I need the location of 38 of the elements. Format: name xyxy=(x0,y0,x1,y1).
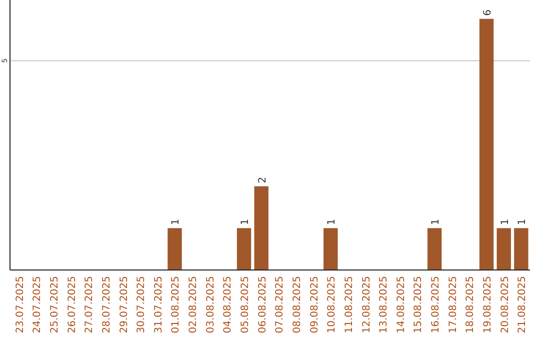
x-tick-label: 19.08.2025 xyxy=(482,276,494,334)
x-tick-label: 04.08.2025 xyxy=(222,276,234,334)
x-tick-label: 13.08.2025 xyxy=(378,276,390,334)
x-tick-label: 02.08.2025 xyxy=(188,276,200,334)
x-tick-label: 29.07.2025 xyxy=(118,276,130,334)
x-tick-label: 05.08.2025 xyxy=(240,276,252,334)
data-label: 1 xyxy=(326,218,338,226)
x-tick-label: 12.08.2025 xyxy=(361,276,372,334)
x-tick-label: 23.07.2025 xyxy=(14,276,26,334)
x-tick-label: 14.08.2025 xyxy=(396,276,407,334)
x-tick-label: 28.07.2025 xyxy=(101,276,112,334)
x-tick-label: 21.08.2025 xyxy=(517,276,528,334)
x-tick-label: 07.08.2025 xyxy=(274,276,286,334)
data-label: 1 xyxy=(430,218,442,226)
x-tick-label: 06.08.2025 xyxy=(257,276,268,334)
data-label: 1 xyxy=(517,218,528,226)
x-tick-label: 15.08.2025 xyxy=(413,276,424,334)
x-tick-label: 27.07.2025 xyxy=(84,276,96,334)
x-tick-label: 11.08.2025 xyxy=(344,276,355,334)
x-tick-label: 08.08.2025 xyxy=(292,276,303,334)
data-label: 2 xyxy=(257,176,268,184)
x-tick-label: 25.07.2025 xyxy=(49,276,60,334)
x-tick-label: 18.08.2025 xyxy=(465,276,476,334)
x-tick-label: 01.08.2025 xyxy=(170,276,182,334)
x-tick-label: 03.08.2025 xyxy=(205,276,216,334)
x-tick-label: 09.08.2025 xyxy=(309,276,320,334)
x-tick-label: 17.08.2025 xyxy=(448,276,459,334)
x-tick-label: 16.08.2025 xyxy=(430,276,442,334)
x-tick-label: 31.07.2025 xyxy=(153,276,164,334)
x-tick-label: 30.07.2025 xyxy=(136,276,148,334)
x-tick-label: 24.07.2025 xyxy=(32,276,44,334)
data-label: 6 xyxy=(482,9,494,16)
x-tick-label: 10.08.2025 xyxy=(326,276,338,334)
x-tick-label: 20.08.2025 xyxy=(500,276,511,334)
data-label: 1 xyxy=(170,218,182,226)
data-label: 1 xyxy=(240,218,252,226)
data-label: 1 xyxy=(500,218,511,226)
x-tick-label: 26.07.2025 xyxy=(66,276,78,334)
